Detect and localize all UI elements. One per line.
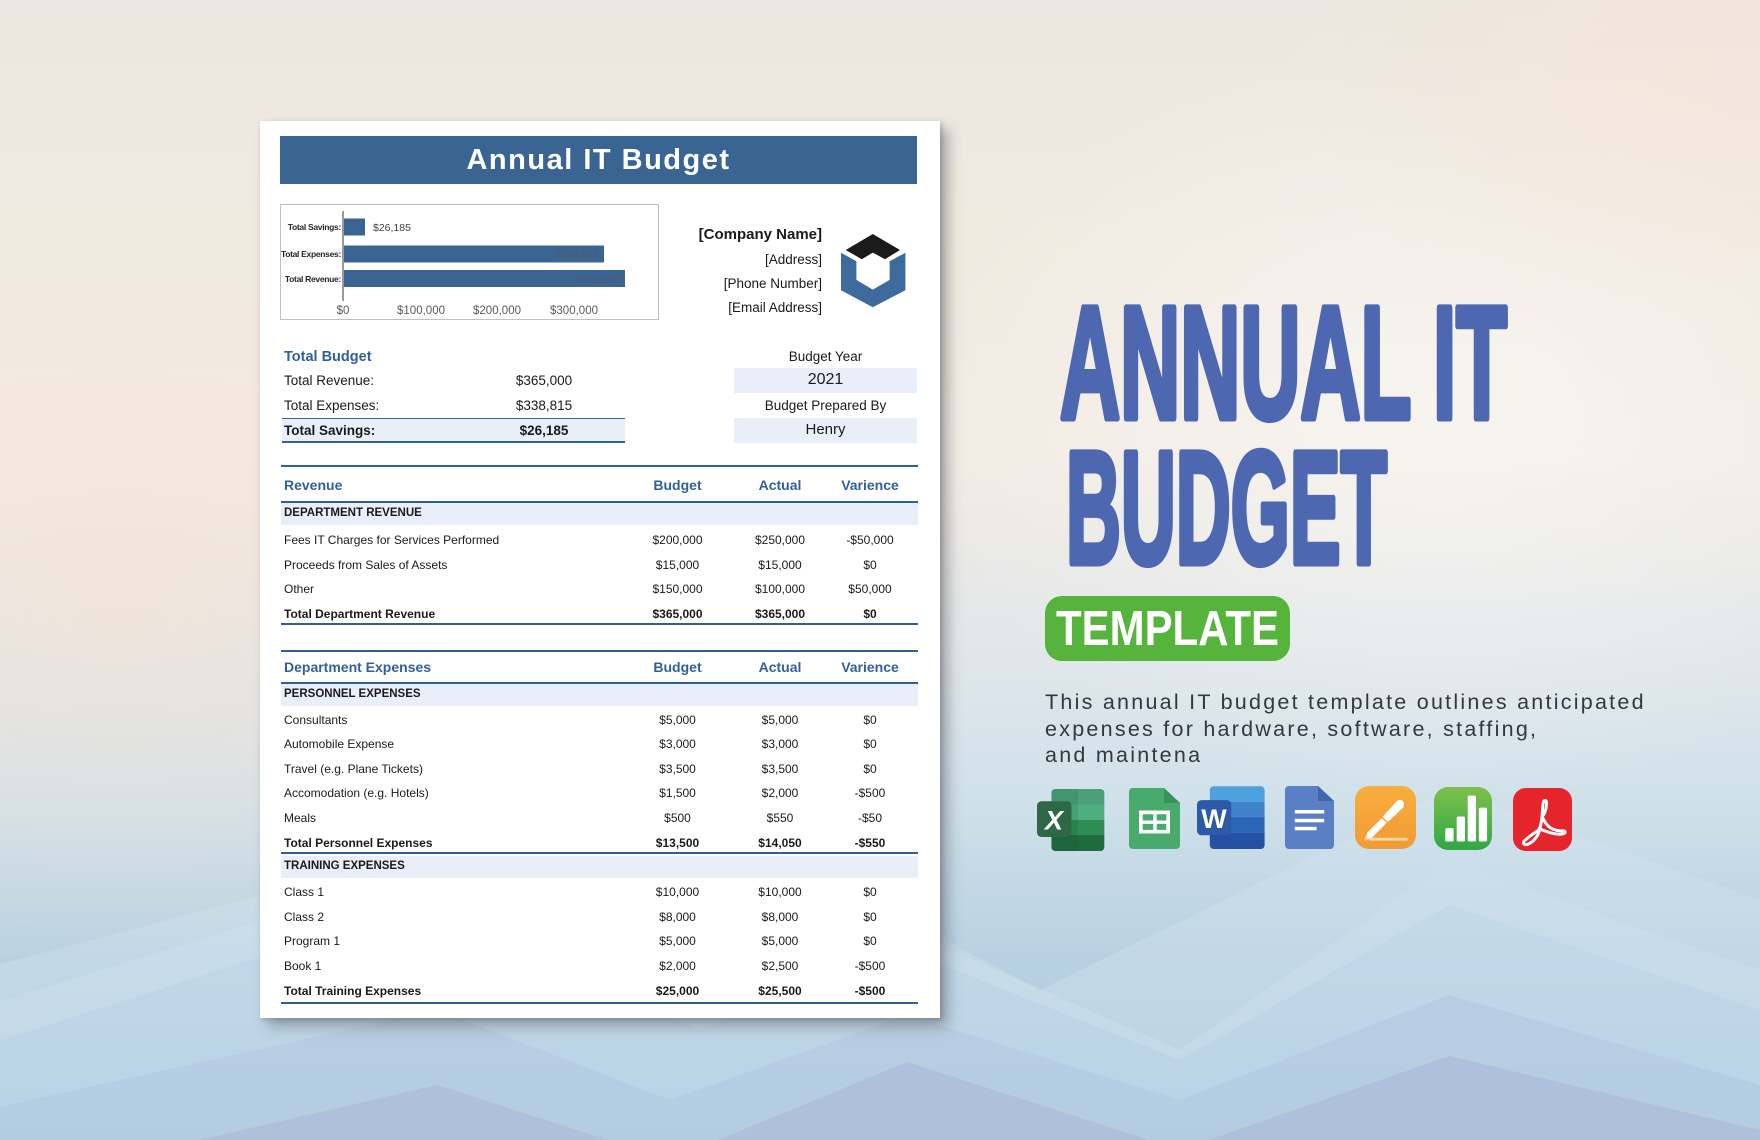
- svg-text:$300,000: $300,000: [550, 305, 598, 317]
- svg-text:ANNUAL IT: ANNUAL IT: [1060, 287, 1507, 452]
- svg-text:$338,815: $338,815: [555, 249, 599, 261]
- svg-text:$0: $0: [337, 305, 350, 317]
- svg-text:Total Savings:: Total Savings:: [288, 222, 342, 232]
- svg-text:BUDGET: BUDGET: [1066, 418, 1387, 587]
- svg-text:Total Revenue:: Total Revenue:: [285, 274, 342, 284]
- svg-text:$365,000: $365,000: [576, 274, 620, 286]
- svg-text:TEMPLATE: TEMPLATE: [1056, 602, 1279, 656]
- svg-text:$200,000: $200,000: [473, 305, 521, 317]
- svg-text:$26,185: $26,185: [373, 222, 411, 234]
- svg-text:$100,000: $100,000: [397, 305, 445, 317]
- svg-text:X: X: [1043, 806, 1065, 836]
- svg-text:W: W: [1201, 804, 1227, 834]
- svg-text:Total Expenses:: Total Expenses:: [281, 249, 342, 259]
